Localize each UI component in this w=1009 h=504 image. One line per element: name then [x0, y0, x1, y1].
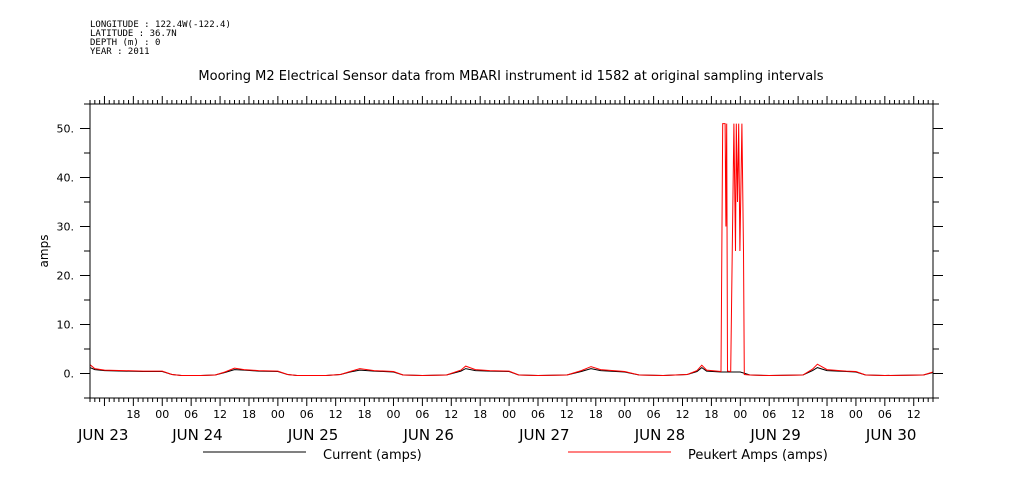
x-tick-label: 18: [358, 408, 372, 421]
x-tick-label: 18: [242, 408, 256, 421]
legend: Current (amps) Peukert Amps (amps): [203, 448, 828, 463]
chart-title: Mooring M2 Electrical Sensor data from M…: [198, 69, 823, 84]
x-tick-label: 18: [820, 408, 834, 421]
x-tick-label: 00: [271, 408, 285, 421]
x-tick-label: 12: [329, 408, 343, 421]
tick-marks: [80, 96, 943, 406]
x-tick-label: 06: [647, 408, 661, 421]
y-tick-label: 20.: [57, 270, 75, 283]
x-date-label: JUN 26: [402, 426, 453, 444]
x-date-label: JUN 30: [865, 426, 916, 444]
x-tick-label: 00: [618, 408, 632, 421]
legend-label-2: Peukert Amps (amps): [688, 448, 828, 463]
y-axis-label: amps: [37, 235, 51, 268]
x-tick-label: 12: [791, 408, 805, 421]
x-tick-label: 18: [589, 408, 603, 421]
x-tick-label: 00: [155, 408, 169, 421]
x-tick-label: 06: [762, 408, 776, 421]
x-date-label: JUN 25: [287, 426, 338, 444]
x-tick-label: 06: [300, 408, 314, 421]
depth-text: DEPTH (m) : 0: [90, 38, 161, 48]
y-tick-label: 40.: [57, 172, 75, 185]
x-tick-label: 06: [184, 408, 198, 421]
x-tick-label: 00: [849, 408, 863, 421]
x-tick-label: 18: [126, 408, 140, 421]
x-tick-label: 06: [531, 408, 545, 421]
x-tick-label: 06: [878, 408, 892, 421]
y-tick-label: 30.: [57, 221, 75, 234]
x-date-label: JUN 29: [749, 426, 800, 444]
x-tick-label: 00: [502, 408, 516, 421]
tick-labels: 0. 10. 20. 30. 40. 50. 18 00 06 12 18 00 06 12 18 00 06 1…: [57, 123, 921, 445]
x-tick-label: 12: [444, 408, 458, 421]
x-tick-label: 06: [415, 408, 429, 421]
x-tick-label: 12: [907, 408, 921, 421]
x-tick-label: 12: [560, 408, 574, 421]
x-tick-label: 12: [676, 408, 690, 421]
series-lines: [89, 123, 934, 377]
x-tick-label: 00: [733, 408, 747, 421]
x-date-label: JUN 28: [634, 426, 685, 444]
x-tick-label: 18: [704, 408, 718, 421]
x-date-label: JUN 23: [77, 426, 128, 444]
longitude-text: LONGITUDE : 122.4W(-122.4): [90, 20, 231, 30]
x-tick-label: 18: [473, 408, 487, 421]
x-tick-label: 12: [213, 408, 227, 421]
x-date-label: JUN 24: [171, 426, 222, 444]
year-text: YEAR : 2011: [90, 47, 150, 57]
y-tick-label: 0.: [64, 368, 75, 381]
latitude-text: LATITUDE : 36.7N: [90, 29, 177, 39]
x-tick-label: 00: [386, 408, 400, 421]
y-tick-label: 50.: [57, 123, 75, 136]
metadata-block: LONGITUDE : 122.4W(-122.4) LATITUDE : 36…: [90, 21, 231, 57]
plot-frame: [89, 103, 934, 399]
y-tick-label: 10.: [57, 319, 75, 332]
x-date-label: JUN 27: [518, 426, 569, 444]
series-line-2: [89, 123, 934, 377]
legend-label-1: Current (amps): [323, 448, 422, 463]
